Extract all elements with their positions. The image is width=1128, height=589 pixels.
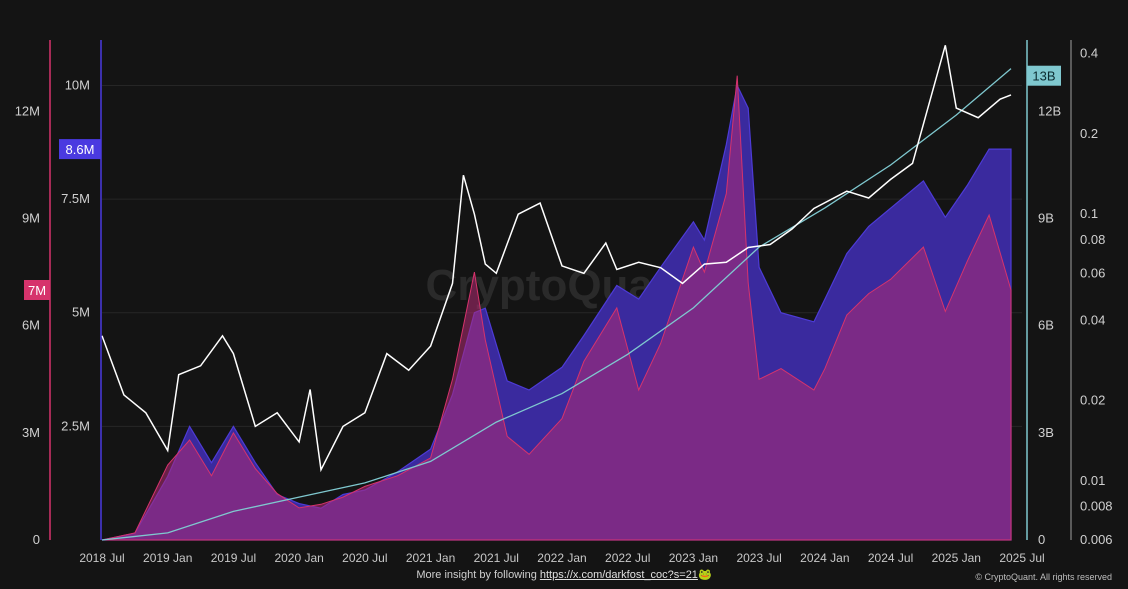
tick-label: 0.04 [1080,312,1105,327]
tick-label: 0.4 [1080,46,1098,61]
x-tick-label: 2019 Jan [143,551,192,565]
tick-label: 0.08 [1080,232,1105,247]
tick-label: 0.1 [1080,206,1098,221]
tick-label: 3B [1038,425,1054,440]
copyright-notice: © CryptoQuant. All rights reserved [975,572,1112,582]
x-tick-label: 2022 Jul [605,551,650,565]
tick-label: 9B [1038,211,1054,226]
x-tick-label: 2020 Jan [274,551,323,565]
current-value-badge [24,280,50,300]
x-tick-label: 2024 Jan [800,551,849,565]
tick-label: 0.01 [1080,473,1105,488]
tick-label: 10M [65,77,90,92]
series-daily-tx-area [101,75,1012,541]
tick-label: 0.06 [1080,265,1105,280]
current-value-label: 8.6M [66,142,95,157]
x-tick-label: 2022 Jan [537,551,586,565]
x-tick-label: 2021 Jul [474,551,519,565]
tick-label: 2.5M [61,418,90,433]
current-value-badge [59,139,101,160]
series-trx-price-line [101,45,1012,473]
tick-label: 7.5M [61,191,90,206]
current-value-label: 13B [1032,69,1055,84]
x-tick-label: 2024 Jul [868,551,913,565]
x-tick-label: 2021 Jan [406,551,455,565]
frog-emoji-icon: 🐸 [697,569,712,581]
tick-label: 0.006 [1080,532,1113,547]
current-value-badge [1027,65,1061,86]
current-value-label: 7M [28,283,46,298]
x-tick-label: 2018 Jul [79,551,124,565]
tick-label: 6B [1038,318,1054,333]
x-tick-label: 2020 Jul [342,551,387,565]
series-cumulative-tx-line [101,68,1012,541]
x-tick-label: 2019 Jul [211,551,256,565]
tick-label: 0.2 [1080,126,1098,141]
tick-label: 12M [15,103,40,118]
tick-label: 5M [72,305,90,320]
tick-label: 0 [33,532,40,547]
x-tick-label: 2025 Jul [999,551,1044,565]
tick-label: 0.008 [1080,499,1113,514]
x-tick-label: 2023 Jul [736,551,781,565]
tick-label: 0.02 [1080,393,1105,408]
tick-label: 3M [22,425,40,440]
footer-credit: More insight by following https://x.com/… [0,568,1128,581]
tick-label: 9M [22,211,40,226]
tick-label: 0 [1038,532,1045,547]
footer-prefix: More insight by following [416,569,540,581]
x-tick-label: 2025 Jan [932,551,981,565]
footer-link[interactable]: https://x.com/darkfost_coc?s=21 [539,569,698,581]
tick-label: 12B [1038,103,1061,118]
x-tick-label: 2023 Jan [669,551,718,565]
tick-label: 6M [22,318,40,333]
